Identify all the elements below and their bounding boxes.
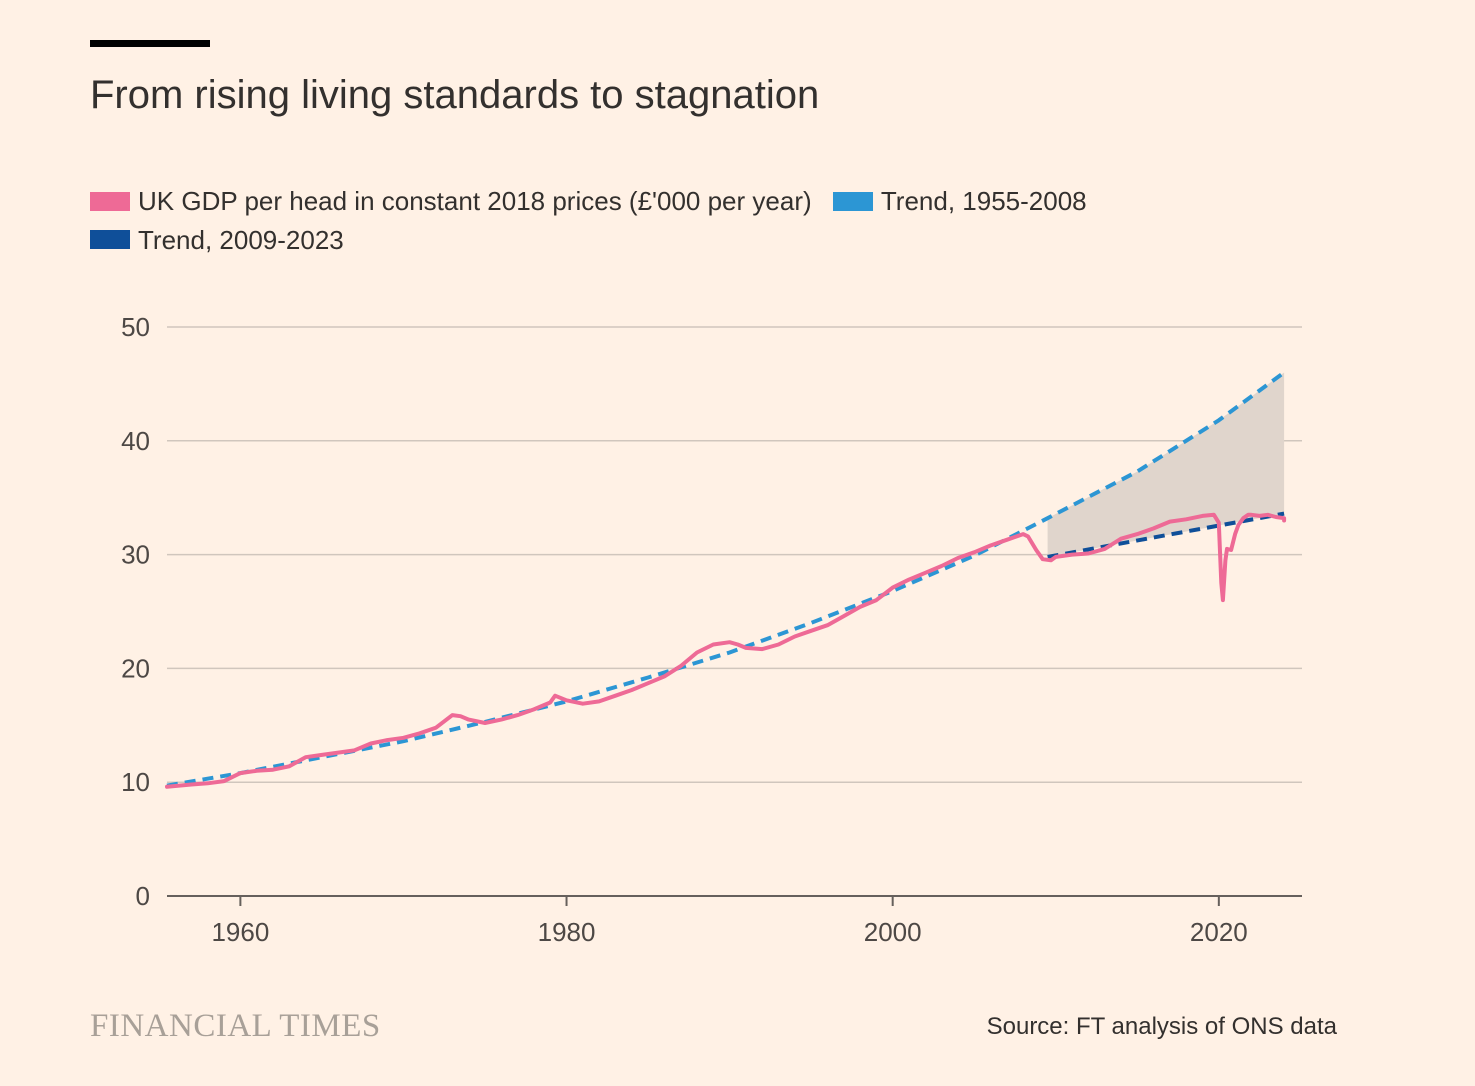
y-tick-label-0: 0	[136, 881, 150, 911]
chart-title: From rising living standards to stagnati…	[90, 73, 820, 117]
source-note: Source: FT analysis of ONS data	[986, 1013, 1337, 1040]
series-line-trend-1955-2008	[166, 370, 1286, 788]
x-tick-label-2000: 2000	[864, 917, 922, 947]
legend-swatch-trend-1955-2008	[832, 191, 873, 211]
legend-swatch-trend-2009-2023	[90, 230, 130, 249]
y-tick-label-40: 40	[121, 426, 150, 456]
x-tick-label-1960: 1960	[211, 917, 269, 947]
legend-label-trend-2009-2023: Trend, 2009-2023	[138, 224, 344, 255]
legend-item-gdp: UK GDP per head in constant 2018 prices …	[90, 182, 812, 220]
legend: UK GDP per head in constant 2018 prices …	[90, 182, 1290, 259]
title-rule	[90, 40, 210, 47]
y-tick-label-20: 20	[121, 653, 150, 683]
y-tick-label-50: 50	[121, 312, 150, 342]
legend-label-trend-1955-2008: Trend, 1955-2008	[880, 186, 1087, 216]
x-tick-label-1980: 1980	[538, 917, 596, 947]
y-tick-label-10: 10	[121, 767, 150, 797]
legend-label-gdp: UK GDP per head in constant 2018 prices …	[138, 186, 812, 216]
legend-item-trend-2009-2023: Trend, 2009-2023	[90, 221, 344, 259]
y-tick-label-30: 30	[121, 540, 150, 570]
brand-wordmark: FINANCIAL TIMES	[90, 1008, 381, 1044]
legend-item-trend-1955-2008: Trend, 1955-2008	[832, 182, 1087, 220]
legend-swatch-gdp	[90, 191, 130, 211]
series-line-gdp	[165, 512, 1287, 789]
series-line-trend-2009-2023	[1047, 511, 1285, 559]
shaded-gap-area	[1047, 372, 1285, 557]
x-tick-label-2020: 2020	[1190, 917, 1248, 947]
